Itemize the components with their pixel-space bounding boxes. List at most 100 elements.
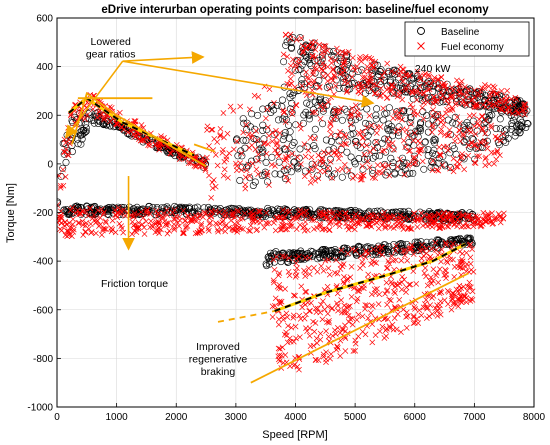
fuel-economy-point: [354, 107, 361, 114]
fuel-economy-point: [469, 297, 476, 303]
fuel-economy-point: [344, 309, 351, 315]
baseline-point: [325, 47, 333, 55]
fuel-economy-point: [465, 223, 472, 230]
fuel-economy-point: [201, 209, 208, 216]
fuel-economy-point: [234, 229, 241, 235]
baseline-point: [414, 239, 422, 247]
fuel-economy-point: [293, 65, 300, 71]
fuel-economy-point: [310, 68, 316, 75]
fuel-economy-point: [276, 285, 282, 291]
fuel-economy-point: [294, 265, 300, 271]
fuel-economy-point: [355, 220, 361, 227]
fuel-economy-point: [246, 106, 253, 113]
baseline-point: [234, 152, 242, 160]
baseline-point: [292, 121, 300, 129]
fuel-economy-point: [95, 207, 101, 214]
fuel-economy-point: [484, 145, 491, 152]
fuel-economy-point: [61, 148, 67, 155]
fuel-economy-point: [176, 217, 183, 224]
fuel-economy-point: [298, 283, 305, 290]
baseline-point: [182, 205, 190, 213]
fuel-economy-point: [297, 334, 303, 340]
baseline-point: [500, 127, 508, 135]
baseline-point: [319, 250, 327, 258]
fuel-economy-point: [243, 167, 250, 174]
fuel-economy-point: [433, 167, 440, 173]
fuel-economy-point: [467, 254, 474, 261]
fuel-economy-point: [391, 212, 397, 219]
fuel-economy-point: [255, 157, 262, 164]
fuel-economy-point: [364, 302, 370, 309]
fuel-economy-point: [328, 131, 334, 138]
baseline-point: [516, 122, 524, 130]
baseline-point: [361, 119, 369, 127]
fuel-economy-point: [434, 307, 441, 314]
fuel-economy-point: [392, 257, 399, 264]
fuel-economy-point: [264, 106, 271, 113]
fuel-economy-point: [402, 247, 409, 254]
fuel-economy-point: [233, 167, 240, 174]
fuel-economy-point: [314, 305, 321, 312]
fuel-economy-point: [337, 330, 344, 336]
baseline-point: [390, 241, 398, 249]
baseline-point: [459, 123, 467, 131]
fuel-economy-point: [257, 208, 264, 215]
fuel-economy-point: [315, 152, 322, 159]
fuel-economy-point: [463, 299, 470, 305]
fuel-economy-point: [460, 223, 467, 230]
baseline-point: [341, 244, 349, 252]
fuel-economy-point: [131, 118, 138, 124]
baseline-point: [360, 214, 368, 222]
fuel-economy-point: [209, 209, 215, 216]
fuel-economy-point: [409, 90, 416, 96]
fuel-economy-point: [357, 253, 364, 260]
baseline-point: [282, 41, 290, 49]
annotation-text: Lowered gear ratios: [86, 36, 136, 61]
baseline-point: [369, 166, 377, 174]
fuel-economy-point: [58, 227, 65, 234]
fuel-economy-point: [331, 150, 337, 156]
baseline-point: [288, 91, 296, 99]
fuel-economy-point: [463, 295, 470, 301]
fuel-economy-point: [314, 268, 321, 275]
baseline-point: [387, 154, 395, 162]
baseline-point: [274, 116, 282, 124]
baseline-point: [464, 93, 472, 101]
baseline-point: [420, 165, 428, 173]
fuel-economy-point: [67, 207, 74, 214]
fuel-economy-point: [233, 224, 239, 230]
baseline-point: [318, 246, 326, 254]
fuel-economy-point: [335, 307, 341, 314]
fuel-economy-point: [330, 66, 337, 72]
baseline-point: [105, 205, 113, 213]
fuel-economy-point: [202, 165, 209, 172]
fuel-economy-point: [237, 215, 243, 222]
fuel-economy-point: [263, 210, 270, 216]
fuel-economy-point: [435, 279, 442, 286]
baseline-point: [414, 127, 422, 135]
fuel-economy-point: [57, 184, 64, 191]
fuel-economy-point: [243, 121, 250, 128]
fuel-economy-point: [225, 174, 231, 181]
fuel-economy-point: [221, 166, 228, 173]
fuel-economy-point: [460, 132, 467, 139]
fuel-economy-point: [410, 268, 417, 275]
fuel-economy-point: [297, 316, 304, 322]
fuel-economy-point: [399, 116, 405, 123]
fuel-economy-point: [463, 101, 470, 108]
chart-title: eDrive interurban operating points compa…: [101, 4, 489, 16]
fuel-economy-point: [490, 220, 497, 227]
fuel-economy-point: [154, 226, 161, 232]
fuel-economy-point: [379, 211, 386, 218]
fuel-economy-point: [299, 82, 305, 89]
fuel-economy-point: [359, 163, 366, 169]
fuel-economy-point: [221, 158, 228, 165]
fuel-economy-point: [398, 279, 405, 286]
baseline-point: [429, 82, 437, 90]
fuel-economy-point: [328, 351, 334, 357]
fuel-economy-point: [402, 71, 409, 78]
fuel-economy-point: [302, 219, 309, 225]
fuel-economy-point: [238, 167, 245, 173]
baseline-point: [288, 99, 296, 107]
baseline-point: [362, 150, 370, 158]
